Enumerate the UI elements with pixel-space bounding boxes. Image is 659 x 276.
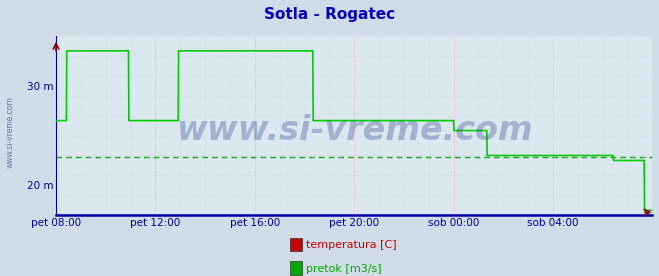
Text: www.si-vreme.com: www.si-vreme.com xyxy=(176,115,532,147)
Text: Sotla - Rogatec: Sotla - Rogatec xyxy=(264,7,395,22)
Text: temperatura [C]: temperatura [C] xyxy=(306,240,397,250)
Text: pretok [m3/s]: pretok [m3/s] xyxy=(306,264,382,274)
Text: www.si-vreme.com: www.si-vreme.com xyxy=(5,97,14,168)
